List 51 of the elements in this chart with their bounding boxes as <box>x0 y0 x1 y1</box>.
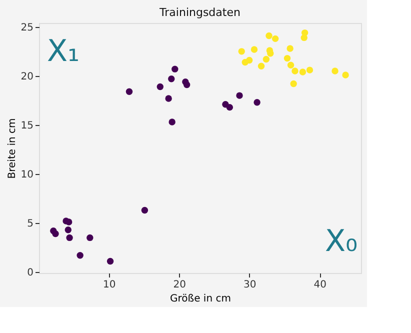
point <box>267 50 274 57</box>
point <box>183 81 190 88</box>
x-tick-label: 40 <box>314 280 326 290</box>
point <box>250 46 258 53</box>
annotation: X₁ <box>47 34 80 69</box>
point <box>168 118 176 126</box>
y-tick-label: 15 <box>20 120 34 132</box>
chart-title: Trainingsdaten <box>158 6 240 19</box>
point <box>172 66 178 72</box>
point <box>66 234 73 242</box>
point <box>262 56 270 63</box>
annotation: X₀ <box>325 224 358 259</box>
point <box>86 234 94 242</box>
x-axis-title: Größe in cm <box>170 294 231 304</box>
point <box>76 252 84 259</box>
y-axis-title: Breite in cm <box>6 118 18 179</box>
y-tick-label: 5 <box>27 218 34 230</box>
x-tick-label: 20 <box>173 280 186 290</box>
point <box>301 29 308 36</box>
point <box>168 76 175 82</box>
x-tick-label: 10 <box>103 280 116 290</box>
point <box>284 54 291 62</box>
point <box>266 32 272 40</box>
point <box>254 99 260 106</box>
point <box>286 45 294 52</box>
y-tick-label: 20 <box>20 71 34 82</box>
point <box>342 72 349 78</box>
point <box>258 62 265 70</box>
point <box>292 68 298 74</box>
point <box>65 218 72 226</box>
point <box>299 68 306 76</box>
point <box>64 226 72 234</box>
point <box>106 258 114 265</box>
point <box>272 35 279 42</box>
point <box>238 48 245 55</box>
point <box>126 88 133 95</box>
point <box>165 95 172 102</box>
y-tick-label: 10 <box>20 169 34 180</box>
y-tick-label: 25 <box>20 22 34 34</box>
point <box>332 68 338 74</box>
point <box>236 92 243 99</box>
point <box>306 66 314 74</box>
point <box>287 62 294 69</box>
point <box>290 80 297 88</box>
point <box>141 206 148 214</box>
y-tick-label: 0 <box>27 268 34 279</box>
x-tick-label: 30 <box>243 280 256 290</box>
point <box>246 56 253 64</box>
point <box>226 104 234 111</box>
point <box>156 83 164 90</box>
point <box>52 230 59 238</box>
